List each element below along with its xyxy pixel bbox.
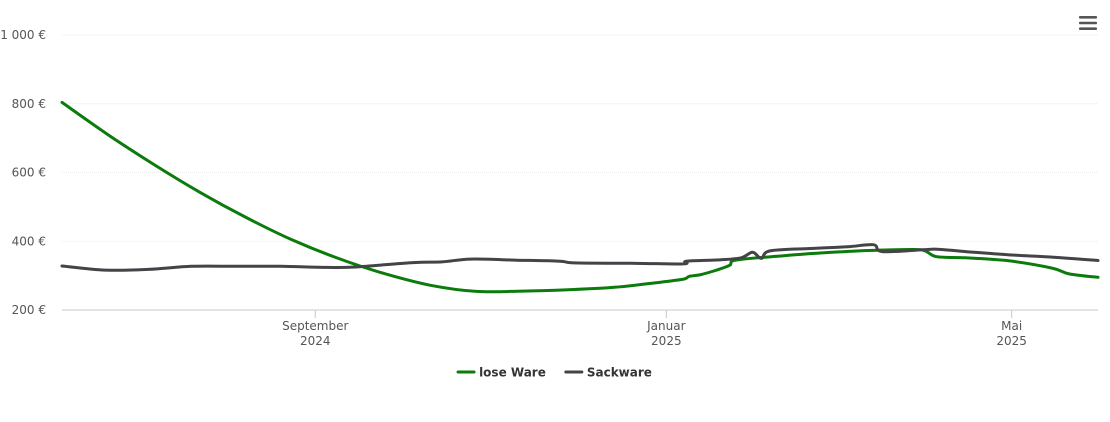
y-tick-label: 200 € (12, 303, 46, 317)
x-tick-label: Mai (1001, 319, 1022, 333)
x-tick-year-label: 2025 (996, 334, 1027, 348)
x-tick-label: September (282, 319, 348, 333)
x-tick-year-label: 2024 (300, 334, 331, 348)
y-tick-label: 600 € (12, 166, 46, 180)
legend-label: lose Ware (479, 366, 546, 380)
y-axis-labels: 200 € 400 € 600 € 800 € 1 000 € (0, 28, 46, 317)
legend-label: Sackware (587, 366, 652, 380)
series-line-sackware (60, 243, 1100, 272)
y-tick-label: 400 € (12, 234, 46, 248)
y-tick-label: 1 000 € (0, 28, 46, 42)
hamburger-menu-icon[interactable] (1079, 15, 1097, 31)
legend: lose Ware Sackware (456, 366, 652, 380)
legend-item[interactable]: lose Ware (456, 366, 546, 380)
x-tick-label: Januar (646, 319, 685, 333)
x-tick-year-label: 2025 (651, 334, 682, 348)
grid-lines (62, 34, 1098, 242)
y-tick-label: 800 € (12, 97, 46, 111)
series-lines (60, 100, 1100, 294)
series-line-lose-ware (60, 100, 1100, 294)
legend-item[interactable]: Sackware (564, 366, 652, 380)
